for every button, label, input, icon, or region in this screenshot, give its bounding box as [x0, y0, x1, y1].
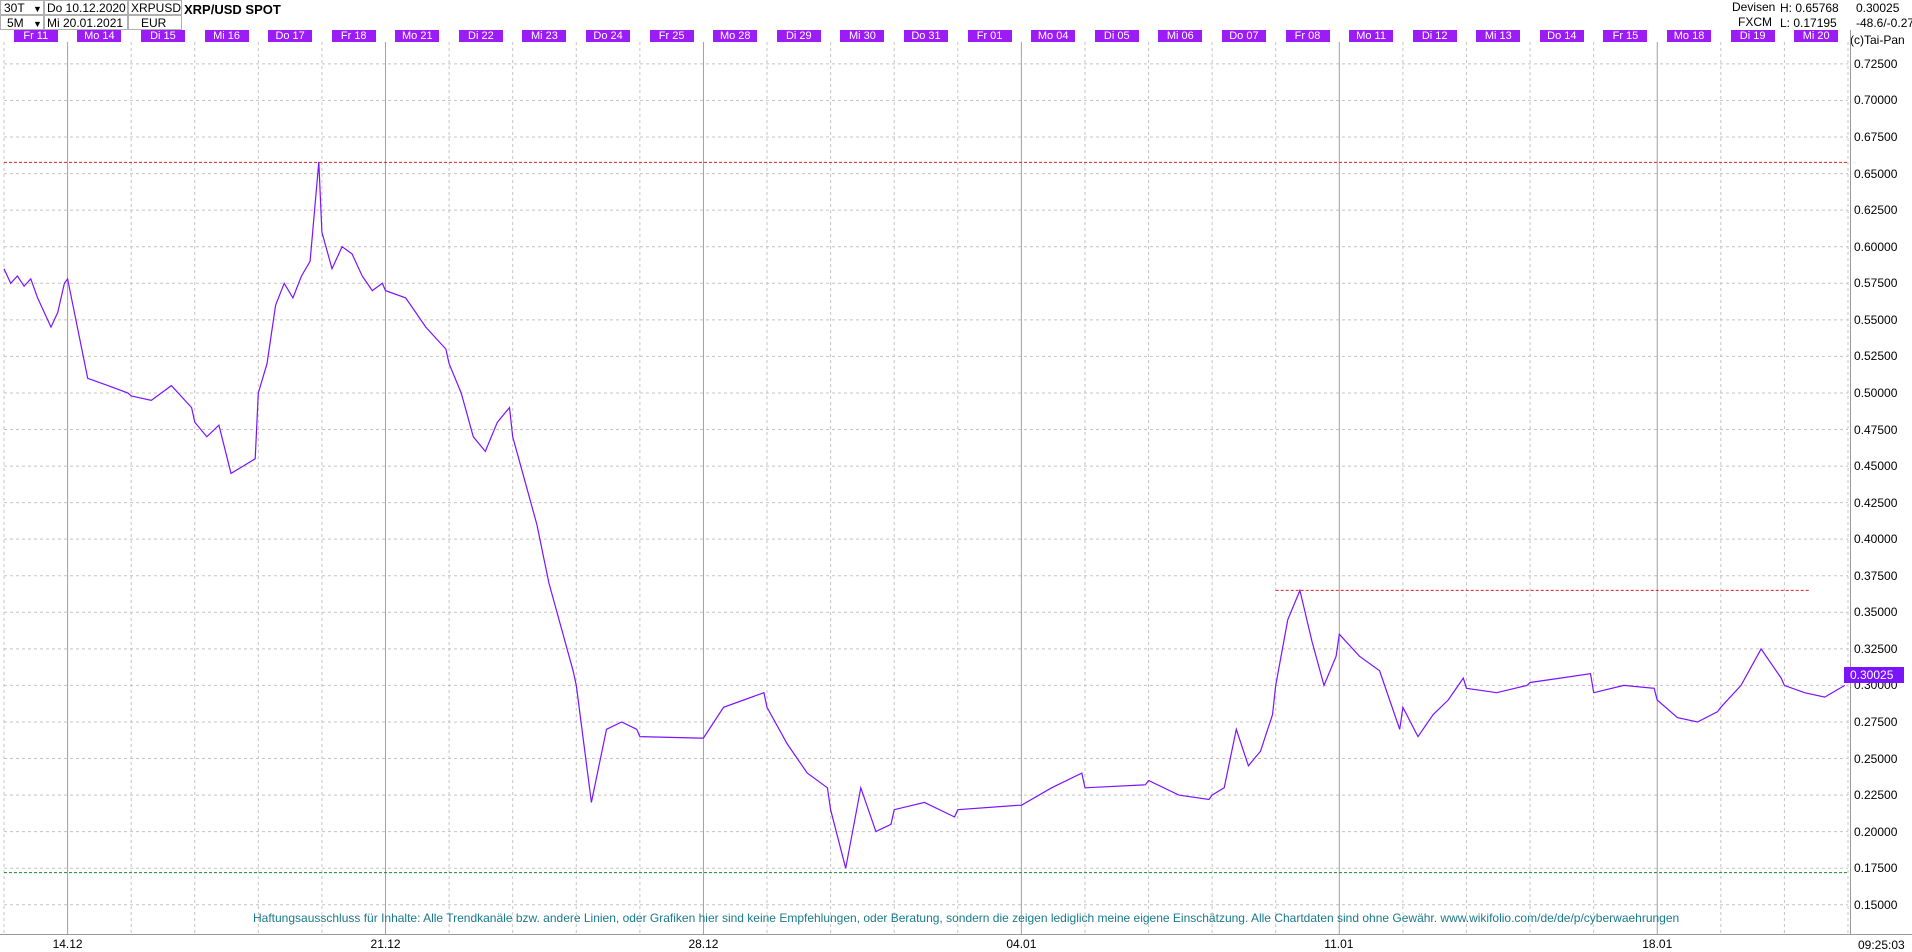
clock-time: 09:25:03 — [1858, 938, 1905, 952]
current-price-marker: 0.30025 — [1844, 667, 1904, 683]
day-label: Mi 16 — [204, 30, 249, 42]
date-to-field[interactable]: Mi 20.01.2021 — [44, 15, 128, 30]
day-label: Fr 25 — [649, 30, 694, 42]
y-tick-label: 0.70000 — [1854, 93, 1898, 108]
day-label: Di 05 — [1094, 30, 1139, 42]
y-tick-label: 0.60000 — [1854, 239, 1898, 254]
disclaimer-text: Haftungsausschluss für Inhalte: Alle Tre… — [253, 911, 1680, 925]
interval-value: 30T — [4, 1, 25, 15]
interval-select[interactable]: 30T ▼ — [0, 0, 44, 15]
day-label: Mo 11 — [1349, 30, 1394, 42]
date-from-value: Do 10.12.2020 — [47, 1, 126, 15]
y-tick-label: 0.25000 — [1854, 751, 1898, 766]
day-label: Mi 13 — [1476, 30, 1521, 42]
y-tick-label: 0.50000 — [1854, 385, 1898, 400]
x-tick-label: 11.01 — [1324, 937, 1354, 951]
y-tick-label: 0.42500 — [1854, 495, 1898, 510]
y-tick-label: 0.22500 — [1854, 788, 1898, 803]
y-tick-label: 0.57500 — [1854, 276, 1898, 291]
x-tick-label: 28.12 — [688, 937, 719, 951]
day-label: Do 24 — [586, 30, 631, 42]
day-label: Fr 01 — [967, 30, 1012, 42]
y-tick-label: 0.27500 — [1854, 714, 1898, 729]
day-label: Do 17 — [268, 30, 313, 42]
day-label: Mi 20 — [1794, 30, 1839, 42]
y-tick-label: 0.35000 — [1854, 605, 1898, 620]
range-select[interactable]: 5M ▼ — [0, 15, 44, 30]
chevron-down-icon: ▼ — [33, 19, 42, 29]
copyright-label: (c)Tai-Pan — [1850, 33, 1905, 47]
day-label: Do 07 — [1221, 30, 1266, 42]
y-axis-line — [1850, 30, 1851, 934]
category-label: Devisen — [1730, 0, 1780, 15]
date-to-value: Mi 20.01.2021 — [47, 16, 124, 30]
day-label: Mo 28 — [713, 30, 758, 42]
symbol-field[interactable]: XRPUSD — [128, 0, 182, 15]
change-value: -48.6/-0.27 — [1856, 16, 1912, 30]
chart-title: XRP/USD SPOT — [184, 2, 281, 17]
day-label: Do 31 — [904, 30, 948, 42]
day-label: Fr 18 — [331, 30, 376, 42]
y-tick-label: 0.20000 — [1854, 824, 1898, 839]
low-value: L: 0.17195 — [1780, 16, 1837, 30]
day-label: Mo 21 — [395, 30, 440, 42]
x-tick-label: 21.12 — [370, 937, 401, 951]
high-value: H: 0.65768 — [1780, 1, 1839, 15]
y-tick-label: 0.45000 — [1854, 459, 1898, 474]
day-label: Mi 30 — [840, 30, 885, 42]
day-label: Mi 06 — [1158, 30, 1203, 42]
y-tick-label: 0.32500 — [1854, 641, 1898, 656]
day-label: Di 29 — [776, 30, 821, 42]
y-tick-label: 0.47500 — [1854, 422, 1898, 437]
y-tick-label: 0.62500 — [1854, 203, 1898, 218]
day-label: Mo 18 — [1667, 30, 1712, 42]
y-tick-label: 0.67500 — [1854, 130, 1898, 145]
day-label: Di 19 — [1730, 30, 1775, 42]
source-value: FXCM — [1738, 15, 1772, 29]
y-tick-label: 0.72500 — [1854, 56, 1898, 71]
y-tick-label: 0.37500 — [1854, 568, 1898, 583]
day-label: Do 14 — [1539, 30, 1584, 42]
price-series-line — [3, 161, 1846, 869]
y-tick-label: 0.55000 — [1854, 312, 1898, 327]
x-tick-label: 14.12 — [52, 937, 83, 951]
y-tick-label: 0.65000 — [1854, 166, 1898, 181]
toolbar: 30T ▼ 5M ▼ Do 10.12.2020 Mi 20.01.2021 X… — [0, 0, 1912, 30]
date-from-field[interactable]: Do 10.12.2020 — [44, 0, 128, 15]
day-label: Fr 15 — [1603, 30, 1648, 42]
source-label: FXCM — [1736, 15, 1780, 30]
symbol-value: XRPUSD — [131, 1, 182, 15]
category-value: Devisen — [1732, 0, 1776, 14]
day-label: Di 12 — [1412, 30, 1457, 42]
currency-value: EUR — [141, 16, 167, 30]
currency-field[interactable]: EUR — [128, 15, 182, 30]
day-label: Mi 23 — [522, 30, 567, 42]
y-tick-label: 0.40000 — [1854, 532, 1898, 547]
x-tick-label: 18.01 — [1642, 937, 1673, 951]
day-label: Mo 04 — [1031, 30, 1076, 42]
day-label: Di 22 — [458, 30, 503, 42]
chevron-down-icon: ▼ — [33, 4, 42, 14]
day-label: Fr 11 — [13, 30, 58, 42]
x-axis-line — [0, 934, 1912, 935]
day-label: Di 15 — [140, 30, 185, 42]
range-value: 5M — [7, 16, 24, 30]
y-tick-label: 0.15000 — [1854, 897, 1898, 912]
day-label: Fr 08 — [1285, 30, 1330, 42]
y-tick-label: 0.17500 — [1854, 861, 1898, 876]
day-label: Mo 14 — [77, 30, 122, 42]
last-value: 0.30025 — [1856, 1, 1900, 15]
x-tick-label: 04.01 — [1006, 937, 1037, 951]
y-tick-label: 0.52500 — [1854, 349, 1898, 364]
